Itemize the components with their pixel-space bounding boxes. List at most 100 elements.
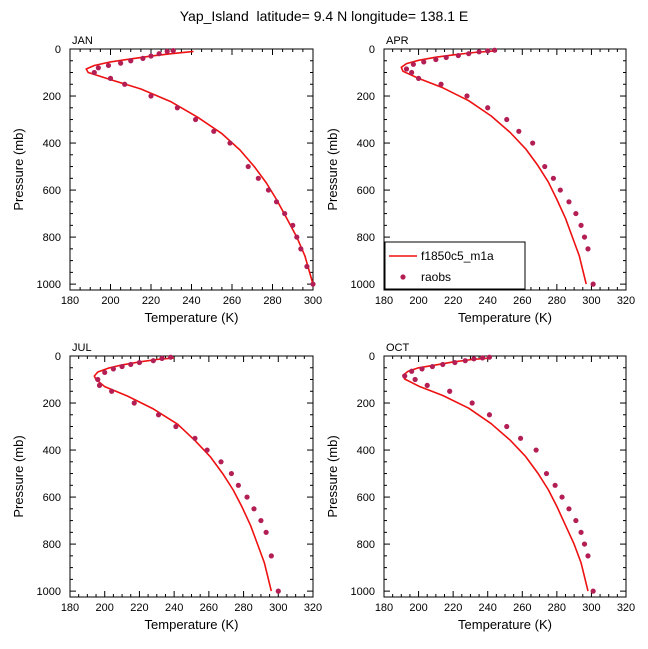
data-point-raobs bbox=[415, 75, 422, 81]
data-point-raobs bbox=[96, 382, 103, 388]
data-point-raobs bbox=[150, 358, 156, 364]
data-point-raobs bbox=[402, 373, 408, 379]
data-point-raobs bbox=[263, 529, 269, 535]
data-point-raobs bbox=[578, 222, 584, 228]
y-axis-label: Pressure (mb) bbox=[325, 128, 340, 210]
data-point-raobs bbox=[170, 48, 176, 54]
data-point-raobs bbox=[566, 199, 572, 205]
data-point-raobs bbox=[533, 447, 539, 453]
data-point-raobs bbox=[275, 588, 281, 594]
data-point-raobs bbox=[245, 163, 251, 170]
data-point-raobs bbox=[290, 222, 296, 228]
x-tick-label: 300 bbox=[582, 295, 600, 307]
x-tick-label: 220 bbox=[444, 602, 462, 614]
plot-frame bbox=[69, 48, 314, 291]
data-point-raobs bbox=[552, 482, 558, 488]
data-point-raobs bbox=[433, 56, 439, 63]
data-point-raobs bbox=[462, 358, 468, 364]
panel-apr: 180 200 220 240 260 280 300 320 0 200 400 600 800 100… bbox=[325, 35, 635, 325]
legend-label: raobs bbox=[421, 270, 451, 284]
data-point-raobs bbox=[282, 210, 288, 217]
data-point-raobs bbox=[485, 48, 491, 54]
y-tick-label: 800 bbox=[357, 232, 375, 244]
data-point-raobs bbox=[443, 54, 449, 61]
y-tick-label: 400 bbox=[357, 445, 375, 457]
x-tick-label: 180 bbox=[61, 295, 79, 307]
data-point-raobs bbox=[573, 517, 579, 524]
data-point-raobs bbox=[228, 470, 235, 477]
data-point-raobs bbox=[557, 187, 563, 193]
y-axis-label: Pressure (mb) bbox=[325, 435, 340, 517]
data-point-raobs bbox=[424, 382, 430, 388]
x-axis-label: Temperature (K) bbox=[145, 310, 239, 325]
data-point-raobs bbox=[173, 423, 179, 430]
x-axis-label: Temperature (K) bbox=[458, 310, 552, 325]
data-point-raobs bbox=[273, 199, 280, 205]
y-tick-label: 600 bbox=[357, 185, 375, 197]
data-point-raobs bbox=[95, 65, 101, 71]
data-point-raobs bbox=[486, 412, 493, 418]
x-tick-label: 320 bbox=[617, 295, 635, 307]
panel-label: APR bbox=[386, 35, 409, 47]
x-tick-label: 200 bbox=[96, 602, 114, 614]
x-tick-label: 180 bbox=[61, 602, 79, 614]
data-point-raobs bbox=[110, 366, 116, 372]
data-point-raobs bbox=[265, 187, 272, 193]
data-point-raobs bbox=[156, 51, 162, 57]
data-point-raobs bbox=[218, 459, 224, 465]
y-tick-label: 400 bbox=[43, 445, 61, 457]
data-point-raobs bbox=[412, 376, 418, 383]
x-tick-label: 200 bbox=[409, 295, 427, 307]
series-line-model bbox=[85, 50, 314, 285]
y-tick-label: 200 bbox=[357, 91, 375, 103]
data-point-raobs bbox=[105, 62, 112, 69]
legend-box bbox=[384, 241, 526, 290]
y-tick-label: 0 bbox=[55, 44, 61, 56]
data-point-raobs bbox=[429, 363, 435, 370]
data-point-raobs bbox=[251, 506, 257, 512]
y-tick-label: 800 bbox=[357, 539, 375, 551]
data-point-raobs bbox=[447, 388, 453, 394]
data-point-raobs bbox=[559, 494, 565, 500]
data-point-raobs bbox=[403, 66, 410, 72]
data-point-raobs bbox=[192, 116, 199, 123]
x-tick-label: 240 bbox=[479, 295, 497, 307]
figure-title: Yap_Island latitude= 9.4 N longitude= 13… bbox=[179, 8, 469, 24]
data-point-raobs bbox=[268, 553, 274, 559]
data-point-raobs bbox=[452, 359, 458, 366]
y-tick-label: 1000 bbox=[351, 586, 375, 598]
x-tick-label: 260 bbox=[200, 602, 218, 614]
plot-frame bbox=[69, 355, 314, 598]
y-tick-label: 200 bbox=[43, 91, 61, 103]
y-tick-label: 0 bbox=[369, 351, 375, 363]
data-point-raobs bbox=[573, 210, 579, 217]
data-point-raobs bbox=[550, 175, 557, 181]
y-tick-label: 800 bbox=[43, 539, 61, 551]
data-point-raobs bbox=[410, 61, 416, 67]
data-point-raobs bbox=[310, 281, 316, 287]
data-point-raobs bbox=[304, 263, 310, 270]
data-point-raobs bbox=[119, 363, 125, 370]
y-tick-label: 1000 bbox=[351, 279, 375, 291]
data-point-raobs bbox=[590, 588, 596, 594]
x-tick-label: 320 bbox=[304, 602, 322, 614]
data-point-raobs bbox=[148, 53, 154, 59]
y-tick-label: 1000 bbox=[37, 586, 61, 598]
x-tick-label: 180 bbox=[375, 602, 393, 614]
data-point-raobs bbox=[504, 116, 510, 123]
panel-oct: 180 200 220 240 260 280 300 320 0 200 400 600 800 100… bbox=[325, 342, 635, 632]
x-tick-label: 260 bbox=[513, 295, 531, 307]
series-line-model bbox=[93, 357, 273, 592]
data-point-raobs bbox=[517, 435, 524, 441]
data-point-raobs bbox=[421, 59, 427, 65]
x-tick-label: 280 bbox=[263, 295, 281, 307]
y-tick-label: 400 bbox=[357, 138, 375, 150]
data-point-raobs bbox=[476, 49, 482, 55]
data-point-raobs bbox=[409, 69, 415, 76]
data-point-raobs bbox=[585, 246, 591, 252]
data-point-raobs bbox=[118, 60, 124, 66]
data-point-raobs bbox=[235, 482, 241, 488]
data-point-raobs bbox=[516, 128, 522, 134]
data-point-raobs bbox=[485, 105, 491, 111]
